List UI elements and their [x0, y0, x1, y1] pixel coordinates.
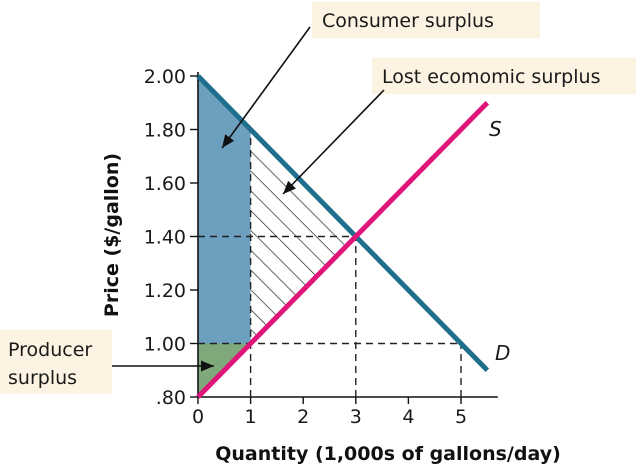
lost-surplus-arrow	[282, 89, 385, 195]
consumer-surplus-arrow-head	[222, 134, 235, 148]
lost-surplus-arrow-head	[283, 180, 297, 194]
y-tick-label: 1.80	[144, 120, 186, 142]
demand-curve-label: D	[495, 341, 510, 365]
consumer-surplus-label: Consumer surplus	[322, 10, 494, 32]
consumer-surplus-arrow	[221, 26, 311, 149]
x-tick-label: 1	[245, 406, 257, 428]
consumer-surplus-callout-box	[312, 2, 540, 38]
x-tick-label: 5	[455, 406, 467, 428]
lost-surplus-label: Lost ecomomic surplus	[382, 66, 600, 88]
y-tick-label: 1.40	[144, 227, 186, 249]
y-axis-label: Price ($/gallon)	[101, 153, 123, 317]
producer-surplus-label-line2: surplus	[8, 367, 77, 389]
producer-surplus-callout-box	[0, 330, 112, 394]
x-tick-label: 4	[402, 406, 414, 428]
x-axis-label: Quantity (1,000s of gallons/day)	[215, 443, 561, 465]
y-tick-label: 1.60	[144, 173, 186, 195]
producer-surplus-label-line1: Producer	[8, 339, 92, 361]
producer-surplus-arrow-head	[201, 360, 214, 372]
y-tick-label: 1.00	[144, 334, 186, 356]
y-tick-label: .80	[156, 387, 186, 409]
demand-curve	[196, 74, 490, 373]
x-tick-label: 0	[192, 406, 204, 428]
x-tick-label: 2	[297, 406, 309, 428]
supply-curve-label: S	[489, 117, 502, 141]
y-tick-label: 2.00	[144, 66, 186, 88]
x-tick-label: 3	[350, 406, 362, 428]
y-tick-label: 1.20	[144, 280, 186, 302]
supply-curve	[196, 100, 490, 399]
consumer-surplus-area	[198, 76, 251, 344]
lost-surplus-callout-box	[372, 58, 636, 94]
lost-surplus-area	[250, 129, 356, 344]
